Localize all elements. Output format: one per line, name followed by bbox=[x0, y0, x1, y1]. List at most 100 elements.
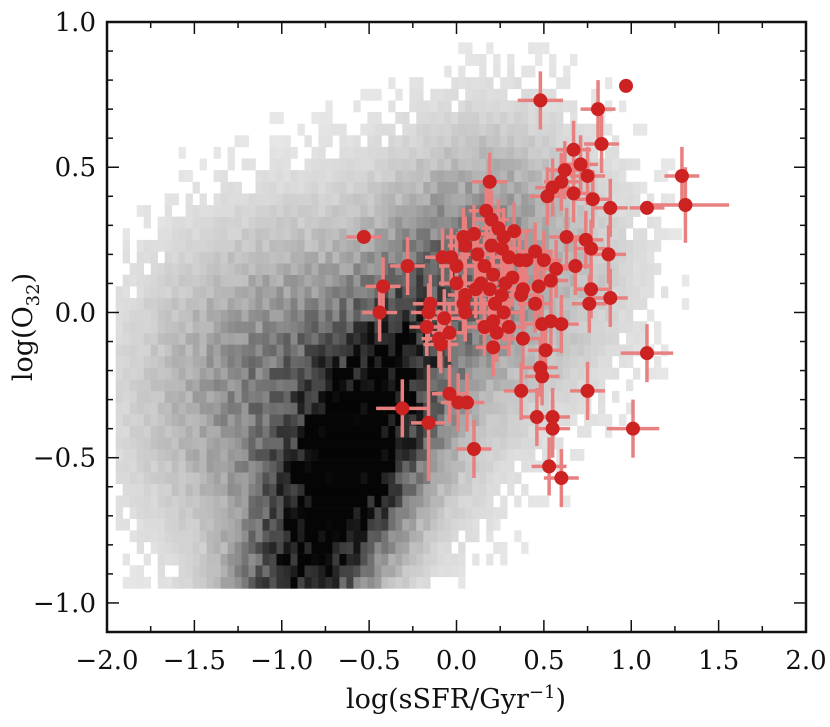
heatmap-cell bbox=[339, 332, 347, 345]
heatmap-cell bbox=[178, 507, 186, 519]
heatmap-cell bbox=[206, 367, 214, 380]
heatmap-cell bbox=[514, 158, 522, 171]
heatmap-cell bbox=[227, 449, 235, 461]
heatmap-cell bbox=[164, 530, 172, 543]
heatmap-cell bbox=[276, 263, 284, 275]
heatmap-cell bbox=[381, 390, 389, 403]
heatmap-cell bbox=[381, 123, 389, 136]
heatmap-cell bbox=[521, 460, 529, 473]
heatmap-cell bbox=[311, 437, 319, 450]
heatmap-cell bbox=[269, 181, 277, 194]
heatmap-cell bbox=[367, 449, 375, 461]
heatmap-cell bbox=[598, 390, 606, 403]
heatmap-cell bbox=[619, 298, 627, 310]
heatmap-cell bbox=[360, 425, 368, 438]
heatmap-cell bbox=[381, 367, 389, 380]
heatmap-cell bbox=[262, 390, 270, 403]
heatmap-cell bbox=[220, 344, 228, 357]
heatmap-cell bbox=[199, 379, 207, 392]
heatmap-cell bbox=[318, 112, 326, 124]
heatmap-cell bbox=[332, 495, 340, 508]
heatmap-cell bbox=[472, 193, 480, 206]
heatmap-cell bbox=[262, 518, 270, 531]
heatmap-cell bbox=[353, 472, 361, 485]
heatmap-cell bbox=[220, 298, 228, 310]
heatmap-cell bbox=[129, 425, 137, 438]
heatmap-cell bbox=[332, 565, 340, 578]
heatmap-cell bbox=[164, 425, 172, 438]
heatmap-cell bbox=[241, 274, 249, 287]
heatmap-cell bbox=[535, 135, 543, 148]
heatmap-cell bbox=[311, 309, 319, 322]
heatmap-cell bbox=[346, 449, 354, 461]
heatmap-cell bbox=[577, 205, 585, 217]
heatmap-cell bbox=[143, 239, 151, 252]
heatmap-cell bbox=[185, 449, 193, 461]
heatmap-cell bbox=[500, 542, 508, 554]
x-tick-label: −1.5 bbox=[163, 646, 226, 676]
heatmap-cell bbox=[507, 449, 515, 461]
heatmap-cell bbox=[283, 425, 291, 438]
heatmap-cell bbox=[290, 205, 298, 217]
heatmap-cell bbox=[423, 193, 431, 206]
heatmap-cell bbox=[423, 181, 431, 194]
heatmap-cell bbox=[640, 123, 648, 136]
heatmap-cell bbox=[409, 495, 417, 508]
heatmap-cell bbox=[451, 437, 459, 450]
heatmap-cell bbox=[360, 402, 368, 415]
heatmap-cell bbox=[220, 460, 228, 473]
heatmap-cell bbox=[416, 390, 424, 403]
heatmap-cell bbox=[220, 193, 228, 206]
heatmap-cell bbox=[199, 356, 207, 368]
heatmap-cell bbox=[430, 483, 438, 496]
heatmap-cell bbox=[451, 77, 459, 90]
heatmap-cell bbox=[521, 193, 529, 206]
heatmap-cell bbox=[584, 414, 592, 426]
heatmap-cell bbox=[199, 309, 207, 322]
heatmap-cell bbox=[444, 170, 452, 182]
heatmap-cell bbox=[514, 112, 522, 124]
heatmap-cell bbox=[416, 576, 424, 589]
heatmap-cell bbox=[185, 425, 193, 438]
heatmap-cell bbox=[157, 367, 165, 380]
heatmap-cell bbox=[409, 390, 417, 403]
heatmap-cell bbox=[500, 553, 508, 566]
heatmap-cell bbox=[192, 263, 200, 275]
heatmap-cell bbox=[395, 576, 403, 589]
heatmap-cell bbox=[437, 146, 445, 159]
heatmap-cell bbox=[535, 205, 543, 217]
heatmap-cell bbox=[479, 181, 487, 194]
heatmap-cell bbox=[206, 239, 214, 252]
heatmap-cell bbox=[227, 414, 235, 426]
heatmap-cell bbox=[577, 216, 585, 229]
heatmap-cell bbox=[171, 483, 179, 496]
heatmap-cell bbox=[164, 228, 172, 241]
heatmap-cell bbox=[528, 170, 536, 182]
heatmap-cell bbox=[451, 518, 459, 531]
heatmap-cell bbox=[185, 216, 193, 229]
heatmap-cell bbox=[374, 542, 382, 554]
heatmap-cell bbox=[290, 542, 298, 554]
heatmap-cell bbox=[633, 263, 641, 275]
heatmap-cell bbox=[185, 576, 193, 589]
heatmap-cell bbox=[213, 251, 221, 264]
heatmap-cell bbox=[360, 274, 368, 287]
heatmap-cell bbox=[423, 495, 431, 508]
heatmap-cell bbox=[192, 402, 200, 415]
heatmap-cell bbox=[381, 170, 389, 182]
heatmap-cell bbox=[353, 251, 361, 264]
heatmap-cell bbox=[500, 112, 508, 124]
heatmap-cell bbox=[346, 483, 354, 496]
heatmap-cell bbox=[136, 263, 144, 275]
heatmap-cell bbox=[598, 228, 606, 241]
heatmap-cell bbox=[430, 530, 438, 543]
heatmap-cell bbox=[115, 449, 123, 461]
heatmap-cell bbox=[374, 449, 382, 461]
heatmap-cell bbox=[199, 449, 207, 461]
heatmap-cell bbox=[339, 379, 347, 392]
heatmap-cell bbox=[325, 472, 333, 485]
heatmap-cell bbox=[178, 495, 186, 508]
heatmap-cell bbox=[381, 251, 389, 264]
heatmap-cell bbox=[353, 507, 361, 519]
heatmap-cell bbox=[290, 216, 298, 229]
